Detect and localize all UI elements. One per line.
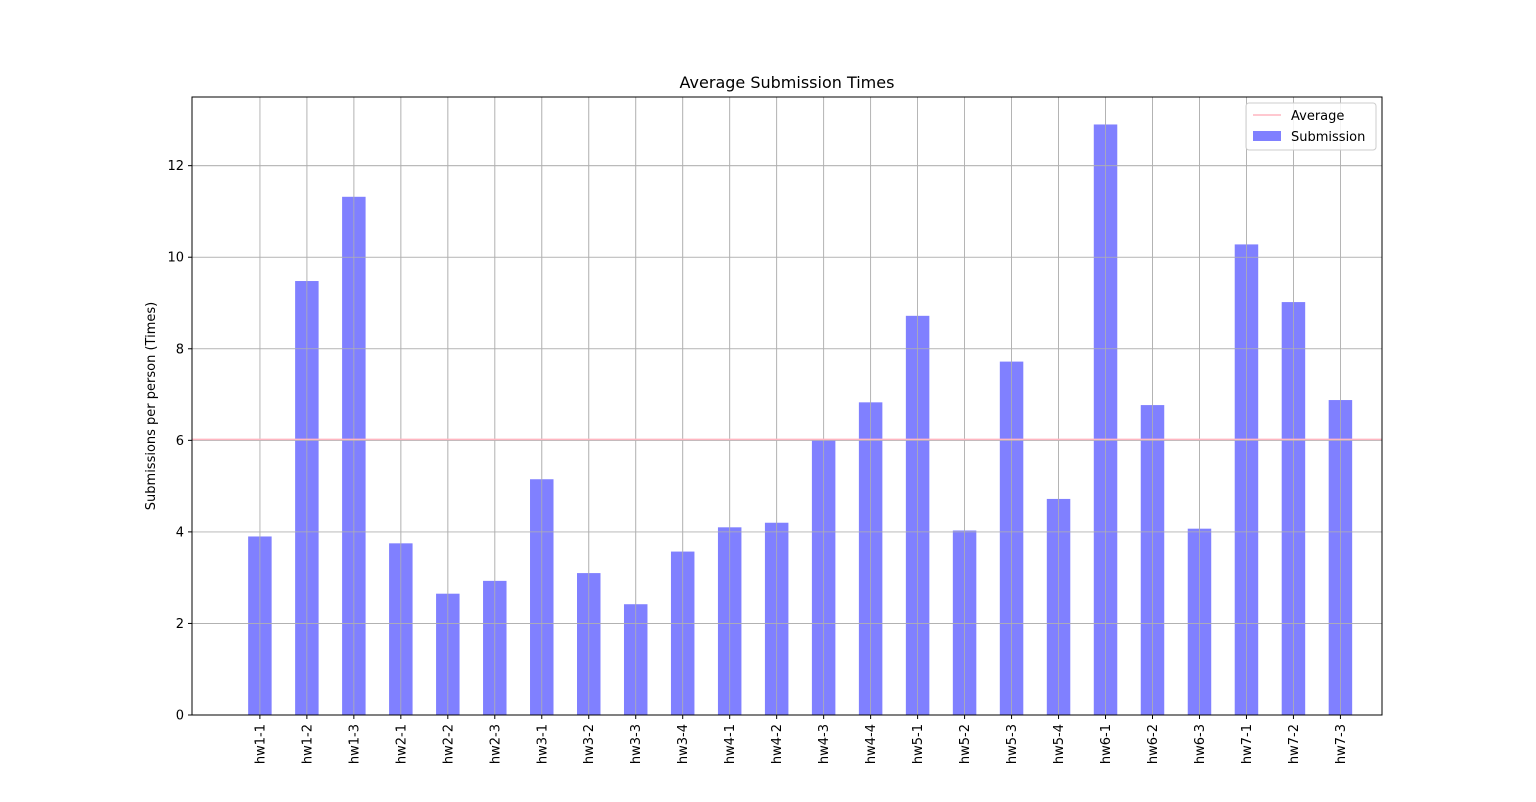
x-tick-label: hw5-1 bbox=[911, 724, 926, 764]
y-axis-label: Submissions per person (Times) bbox=[144, 302, 159, 510]
x-tick-label: hw6-1 bbox=[1099, 724, 1114, 764]
x-tick-label: hw6-2 bbox=[1146, 724, 1161, 764]
x-tick-label: hw4-1 bbox=[723, 724, 738, 764]
y-tick-label: 12 bbox=[167, 159, 184, 174]
x-tick-label: hw2-1 bbox=[394, 724, 409, 764]
x-tick-label: hw4-2 bbox=[770, 724, 785, 764]
x-tick-label: hw1-1 bbox=[253, 724, 268, 764]
x-tick-label: hw4-4 bbox=[864, 724, 879, 764]
x-tick-label: hw4-3 bbox=[817, 724, 832, 764]
x-tick-label: hw3-2 bbox=[582, 724, 597, 764]
y-tick-label: 10 bbox=[167, 251, 184, 266]
y-axis-ticks: 0 2 4 6 8 10 12 bbox=[167, 159, 192, 724]
y-tick-label: 4 bbox=[176, 525, 184, 540]
x-tick-label: hw3-1 bbox=[535, 724, 550, 764]
y-tick-label: 8 bbox=[176, 342, 184, 357]
chart-title: Average Submission Times bbox=[680, 73, 895, 92]
x-tick-label: hw3-3 bbox=[629, 724, 644, 764]
x-tick-label: hw7-2 bbox=[1287, 724, 1302, 764]
x-tick-label: hw5-4 bbox=[1052, 724, 1067, 764]
x-tick-label: hw1-2 bbox=[300, 724, 315, 764]
x-tick-label: hw7-3 bbox=[1334, 724, 1349, 764]
x-tick-label: hw3-4 bbox=[676, 724, 691, 764]
legend-submission-swatch bbox=[1253, 131, 1281, 141]
x-tick-label: hw2-3 bbox=[488, 724, 503, 764]
x-tick-label: hw5-2 bbox=[958, 724, 973, 764]
legend-average-label: Average bbox=[1291, 109, 1344, 124]
bars bbox=[248, 124, 1353, 716]
y-tick-label: 2 bbox=[176, 617, 184, 632]
plot-frame bbox=[191, 96, 1383, 716]
x-tick-label: hw1-3 bbox=[347, 724, 362, 764]
x-grid-overlay bbox=[259, 97, 1341, 715]
x-tick-label: hw7-1 bbox=[1240, 724, 1255, 764]
x-tick-label: hw2-2 bbox=[441, 724, 456, 764]
legend: Average Submission bbox=[1245, 102, 1377, 151]
x-tick-label: hw5-3 bbox=[1005, 724, 1020, 764]
y-tick-label: 0 bbox=[176, 709, 184, 724]
x-tick-label: hw6-3 bbox=[1193, 724, 1208, 764]
legend-submission-label: Submission bbox=[1291, 130, 1365, 145]
y-tick-label: 6 bbox=[176, 434, 184, 449]
x-axis-ticks: hw1-1 hw1-2 hw1-3 hw2-1 hw2-2 hw2-3 hw3-1 hw3-2… bbox=[253, 715, 1349, 764]
